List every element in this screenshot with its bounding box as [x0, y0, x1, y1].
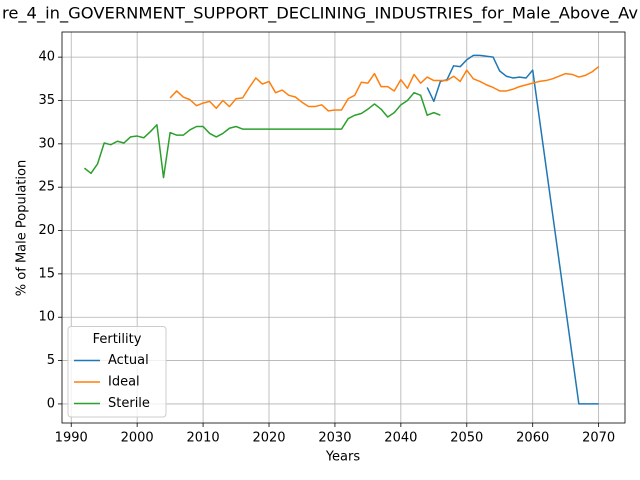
- plot-frame: [61, 31, 626, 424]
- series-line: [169, 66, 600, 112]
- legend: Fertility Actual Ideal Sterile: [67, 326, 167, 418]
- legend-box: [67, 326, 167, 418]
- y-tick-label: 20: [38, 223, 55, 238]
- y-tick-label: 0: [47, 396, 55, 411]
- y-tick-label: 25: [38, 180, 55, 195]
- series-line: [83, 91, 441, 179]
- y-tick-label: 5: [47, 353, 55, 368]
- x-tick-label: 2020: [252, 431, 285, 446]
- x-axis-label: Years: [325, 450, 361, 465]
- x-tick-label: 1990: [55, 431, 88, 446]
- y-axis-label: % of Male Population: [15, 160, 30, 296]
- y-tick-label: 15: [38, 266, 55, 281]
- legend-title: Fertility: [93, 332, 142, 347]
- x-tick-label: 2050: [450, 431, 483, 446]
- y-tick-label: 10: [38, 310, 55, 325]
- x-tick-label: 2030: [318, 431, 351, 446]
- x-tick-label: 2070: [582, 431, 615, 446]
- y-tick-label: 35: [38, 93, 55, 108]
- legend-label: Ideal: [108, 375, 140, 390]
- x-tick-label: 2000: [121, 431, 154, 446]
- x-tick-label: 2060: [516, 431, 549, 446]
- x-tick-label: 2010: [187, 431, 220, 446]
- chart-title: re_4_in_GOVERNMENT_SUPPORT_DECLINING_IND…: [2, 4, 638, 24]
- y-tick-label: 30: [38, 136, 55, 151]
- x-tick-label: 2040: [384, 431, 417, 446]
- y-tick-label: 40: [38, 50, 55, 65]
- legend-label: Sterile: [108, 396, 150, 411]
- legend-label: Actual: [108, 353, 149, 368]
- series-line: [426, 54, 599, 405]
